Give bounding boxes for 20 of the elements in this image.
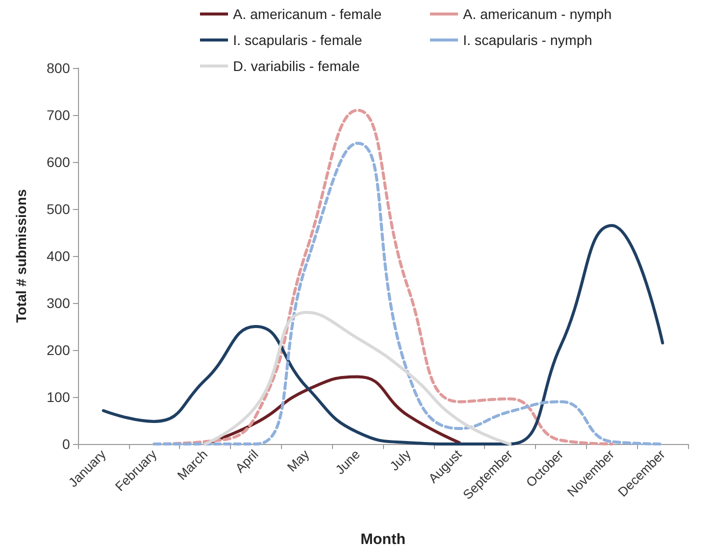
y-tick-label: 500 <box>46 201 70 217</box>
y-tick-label: 0 <box>62 436 70 452</box>
y-tick-label: 600 <box>46 154 70 170</box>
x-tick-label: July <box>386 446 414 474</box>
legend-label: D. variabilis - female <box>233 58 360 74</box>
legend-label: A. americanum - nymph <box>463 6 612 22</box>
line-series <box>102 224 664 446</box>
y-tick-label: 300 <box>46 295 70 311</box>
line-series <box>204 310 512 446</box>
y-tick-label: 200 <box>46 342 70 358</box>
x-tick-label: May <box>284 446 312 475</box>
y-tick-label: 400 <box>46 248 70 264</box>
legend-label: I. scapularis - female <box>233 32 362 48</box>
x-axis-title: Month <box>360 531 406 548</box>
y-axis-title: Total # submissions <box>13 189 29 323</box>
legend-label: A. americanum - female <box>233 6 382 22</box>
y-tick-label: 100 <box>46 389 70 405</box>
legend-label: I. scapularis - nymph <box>463 32 592 48</box>
y-tick-label: 800 <box>46 60 70 76</box>
y-tick-label: 700 <box>46 107 70 123</box>
